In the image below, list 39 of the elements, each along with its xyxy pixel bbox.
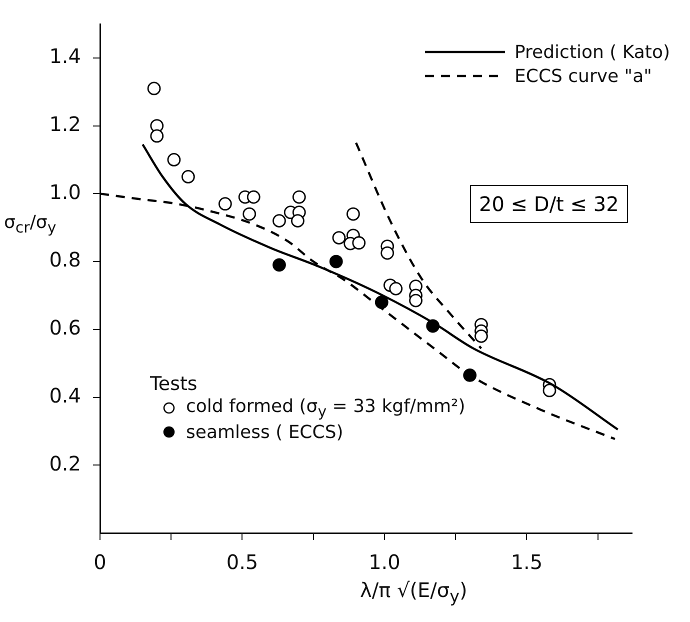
point bbox=[167, 153, 181, 166]
y-tick-label: 1.4 bbox=[49, 44, 81, 68]
y-tick-label: 0.6 bbox=[49, 316, 81, 340]
y-tick-label: 0.8 bbox=[49, 248, 81, 272]
y-tick-label: 0.2 bbox=[49, 451, 81, 476]
point bbox=[291, 214, 304, 228]
point bbox=[409, 294, 422, 308]
x-tick-label: 1.5 bbox=[510, 550, 543, 574]
point bbox=[147, 82, 161, 96]
point bbox=[389, 282, 403, 296]
point bbox=[346, 207, 360, 221]
point bbox=[542, 384, 556, 398]
point bbox=[329, 254, 343, 268]
point bbox=[292, 190, 306, 204]
x-axis-title: λ/π √(E/σ$_{y}$) bbox=[360, 578, 468, 606]
point bbox=[272, 258, 286, 272]
point bbox=[380, 246, 394, 260]
annotation: 20 ≤ D/t ≤ 32 bbox=[470, 185, 628, 223]
y-axis-title: σ$_{cr}$/σ$_{y}$ bbox=[4, 212, 56, 237]
point bbox=[352, 236, 366, 250]
y-tick-label: 1.0 bbox=[49, 180, 81, 204]
point bbox=[246, 190, 260, 204]
legend-label: seamless ( ECCS) bbox=[186, 422, 344, 442]
legend-title: Tests bbox=[150, 372, 198, 396]
point bbox=[474, 329, 488, 343]
point bbox=[272, 214, 286, 228]
x-tick-label: 1.0 bbox=[368, 550, 400, 574]
x-tick-label: 0.5 bbox=[226, 550, 258, 574]
y-tick-label: 0.4 bbox=[49, 383, 81, 408]
point bbox=[332, 231, 346, 244]
point bbox=[150, 129, 164, 143]
x-tick-label: 0 bbox=[94, 550, 106, 574]
legend-label: Prediction ( Kato) bbox=[514, 42, 670, 62]
y-tick-label: 1.2 bbox=[49, 112, 81, 136]
legend-label: cold formed (σ$_{y}$ = 33 kgf/mm²) bbox=[186, 396, 466, 420]
point bbox=[218, 197, 232, 211]
point bbox=[181, 170, 195, 184]
legend-label: ECCS curve "a" bbox=[514, 66, 652, 86]
point bbox=[242, 207, 256, 221]
